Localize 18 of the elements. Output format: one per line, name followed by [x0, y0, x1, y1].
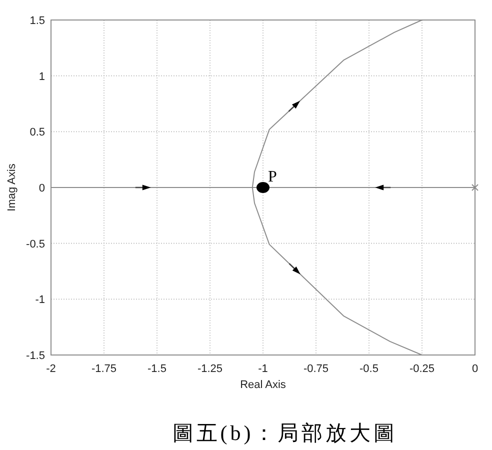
ytick: 0 [38, 182, 45, 194]
xtick: -0.5 [360, 363, 378, 375]
ytick: 1 [38, 70, 45, 83]
ylabel: Imag Axis [6, 164, 18, 212]
xlabel: Real Axis [240, 379, 286, 391]
xtick: -1.5 [148, 363, 166, 375]
xtick: -1.25 [197, 363, 223, 375]
ytick: -1.5 [26, 350, 45, 362]
ytick: 0.5 [30, 126, 45, 139]
ytick: -0.5 [26, 238, 45, 250]
xtick: -1 [258, 363, 268, 375]
xtick: -2 [46, 363, 56, 375]
ytick: -1 [35, 294, 45, 306]
xtick: -1.75 [91, 363, 117, 375]
xtick: -0.25 [409, 363, 435, 375]
xtick: 0 [472, 363, 478, 375]
xtick: -0.75 [303, 363, 329, 375]
ytick: 1.5 [30, 15, 45, 27]
